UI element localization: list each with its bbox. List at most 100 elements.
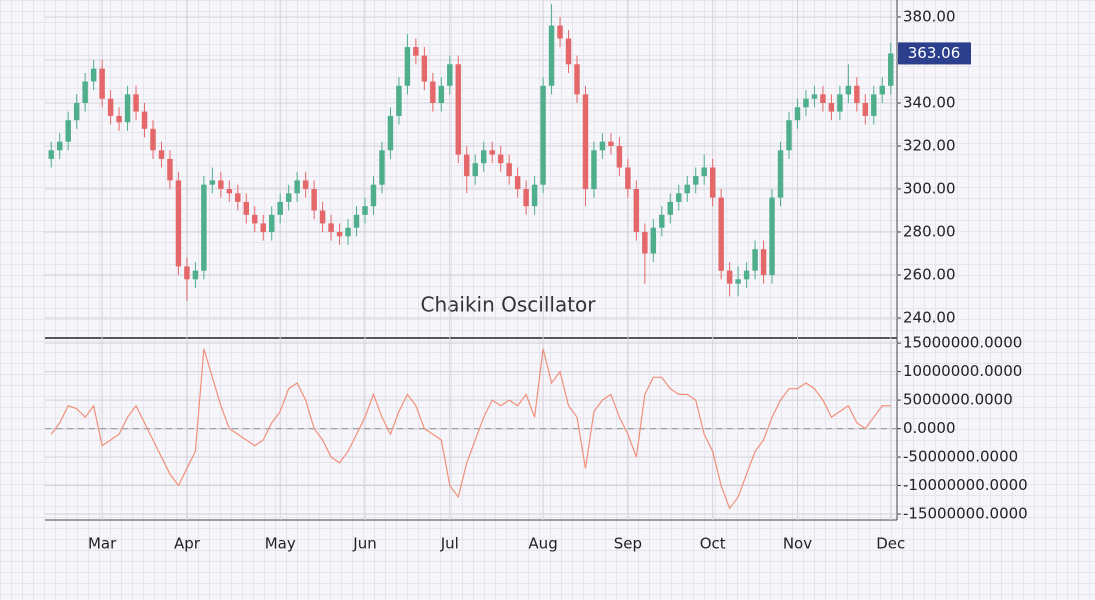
candle-body — [650, 227, 657, 254]
x-tick-label: Dec — [876, 535, 905, 553]
candle-body — [820, 94, 826, 103]
indicator-title: Chaikin Oscillator — [420, 293, 596, 317]
candle-body — [557, 25, 563, 39]
candle-body — [625, 167, 631, 189]
candle-body — [811, 94, 818, 99]
candle-body — [116, 115, 122, 123]
candle-body — [743, 270, 750, 280]
candle-body — [328, 223, 334, 232]
candle-body — [302, 180, 309, 189]
candle-body — [65, 120, 71, 142]
candle-body — [888, 53, 894, 86]
candle-body — [726, 270, 733, 284]
candle-body — [379, 150, 385, 185]
candle-body — [124, 94, 131, 123]
candle-body — [218, 180, 224, 189]
candle-body — [472, 163, 478, 177]
x-tick-label: Mar — [88, 535, 117, 553]
y-tick-label: 15000000.0000 — [903, 334, 1022, 352]
candle-body — [608, 141, 614, 146]
candle-body — [735, 279, 741, 284]
y-tick-label: 5000000.0000 — [903, 391, 1013, 409]
candle-body — [803, 98, 809, 108]
candle-body — [430, 81, 436, 103]
candle-body — [659, 214, 665, 228]
candle-body — [540, 85, 546, 185]
candle-body — [879, 85, 886, 95]
candle-body — [209, 180, 216, 185]
candle-body — [285, 193, 292, 202]
candle-body — [752, 249, 758, 271]
candle-body — [854, 85, 860, 103]
candle-body — [201, 184, 207, 271]
candle-body — [523, 188, 529, 207]
candle-body — [676, 193, 682, 202]
candle-body — [786, 120, 792, 151]
candle-body — [294, 180, 300, 194]
candle-body — [828, 102, 835, 112]
candle-body — [90, 68, 97, 82]
y-tick-label: -5000000.0000 — [903, 448, 1018, 466]
candle-body — [582, 94, 589, 189]
x-tick-label: Sep — [614, 535, 642, 553]
candle-body — [565, 38, 572, 65]
last-price-box — [898, 42, 971, 65]
y-tick-label: -10000000.0000 — [903, 476, 1028, 494]
candle-body — [319, 210, 326, 224]
x-tick-label: Aug — [528, 535, 557, 553]
candle-body — [396, 85, 402, 116]
candle-body — [226, 188, 233, 194]
x-tick-label: Jun — [352, 535, 376, 553]
candle-body — [777, 150, 784, 198]
candle-body — [82, 81, 88, 103]
candle-body — [167, 158, 173, 181]
candle-body — [277, 201, 283, 215]
x-tick-label: Jul — [440, 535, 459, 553]
candle-body — [387, 115, 394, 151]
candle-body — [345, 227, 351, 237]
candle-body — [684, 184, 690, 194]
candle-body — [48, 150, 54, 159]
candle-body — [642, 231, 648, 254]
candle-body — [184, 266, 190, 280]
candle-body — [150, 128, 156, 151]
x-tick-label: Oct — [700, 535, 726, 553]
candle-body — [421, 55, 428, 82]
y-tick-label: 260.00 — [903, 266, 956, 284]
y-tick-label: -15000000.0000 — [903, 505, 1028, 523]
candle-body — [701, 167, 707, 177]
candle-body — [633, 188, 640, 232]
candle-body — [158, 150, 165, 159]
candle-body — [336, 231, 343, 237]
candle-body — [591, 150, 597, 189]
candle-body — [175, 180, 182, 267]
oscillator-line — [50, 348, 891, 510]
candle-body — [667, 201, 674, 215]
candle-body — [862, 102, 869, 116]
candle-body — [260, 223, 266, 232]
candle-body — [709, 167, 716, 198]
candle-body — [56, 141, 63, 151]
candle-body — [133, 94, 139, 112]
y-tick-label: 10000000.0000 — [903, 362, 1022, 380]
y-tick-label: 280.00 — [903, 222, 956, 240]
candle-body — [718, 197, 724, 271]
candle-body — [506, 163, 512, 177]
candle-body — [413, 47, 419, 56]
candle-body — [192, 270, 199, 280]
candle-body — [447, 64, 453, 86]
y-tick-label: 0.0000 — [903, 419, 956, 437]
y-tick-label: 380.00 — [903, 7, 956, 25]
candle-body — [845, 85, 852, 95]
candle-body — [514, 176, 521, 189]
candle-body — [73, 102, 80, 121]
candle-body — [599, 141, 606, 151]
plot: 240.00260.00280.00300.00320.00340.00360.… — [45, 0, 1028, 553]
candle-body — [489, 150, 495, 155]
candle-body — [574, 64, 580, 95]
candle-body — [794, 107, 801, 121]
candle-body — [692, 176, 699, 185]
candle-body — [531, 184, 538, 207]
candle-body — [268, 214, 275, 232]
